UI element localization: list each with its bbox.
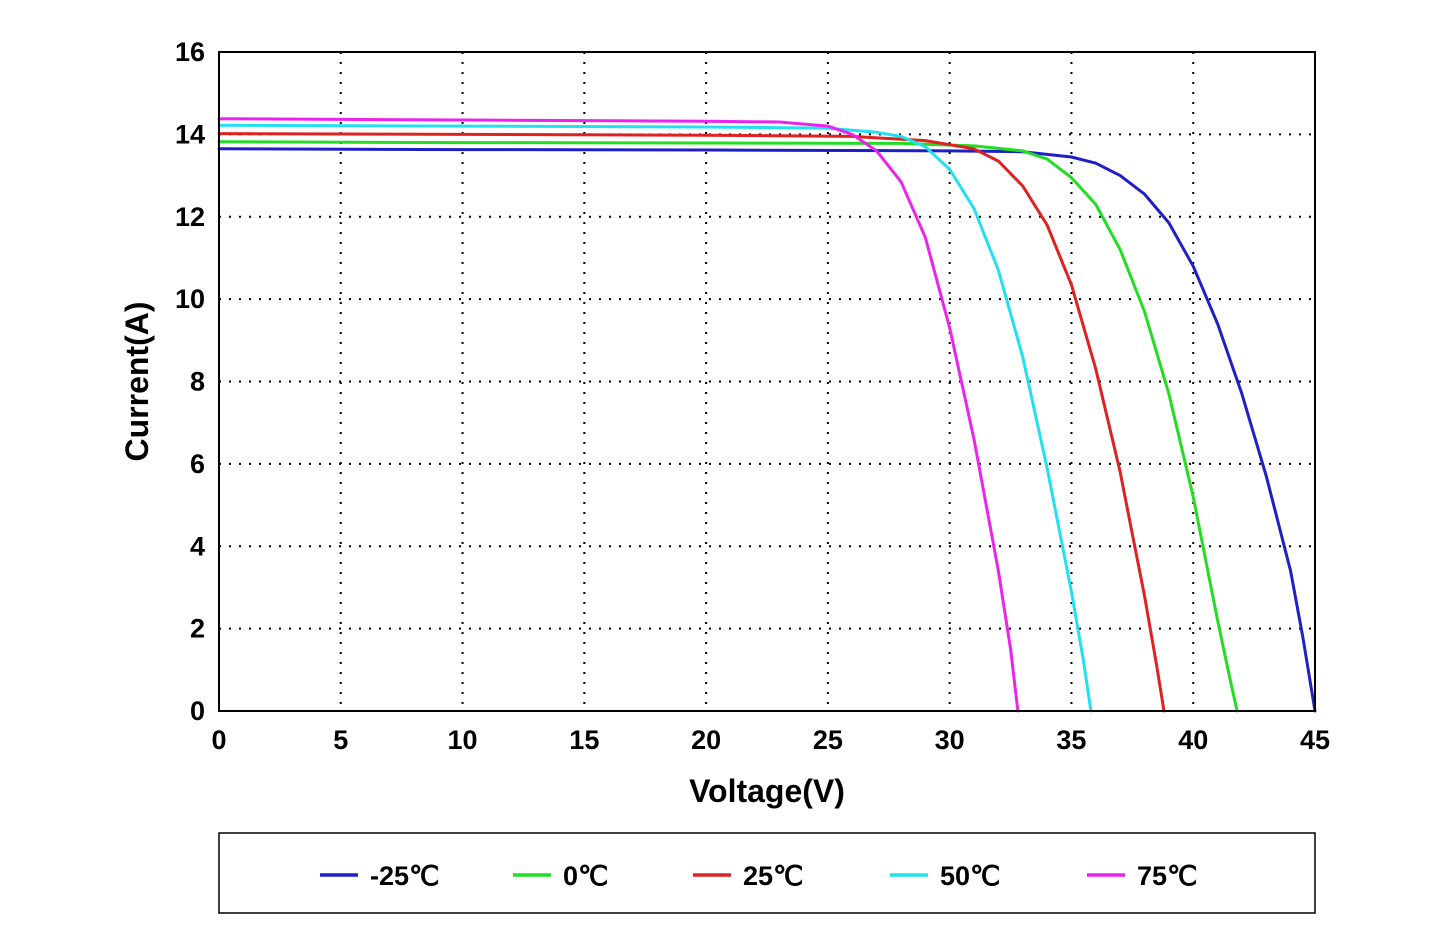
legend-label: 50℃ bbox=[940, 861, 1000, 891]
y-tick-labels: 0 2 4 6 8 10 12 14 16 bbox=[175, 37, 205, 726]
x-tick-label: 35 bbox=[1056, 725, 1086, 755]
x-tick-label: 5 bbox=[333, 725, 348, 755]
series-line bbox=[217, 117, 1020, 713]
y-tick-label: 6 bbox=[190, 449, 205, 479]
series-line bbox=[217, 132, 1166, 713]
plot-frame bbox=[218, 51, 1316, 712]
legend-label: 25℃ bbox=[743, 861, 803, 891]
y-tick-label: 10 bbox=[175, 284, 205, 314]
series-lines bbox=[217, 117, 1317, 713]
y-tick-label: 12 bbox=[175, 202, 205, 232]
x-tick-label: 45 bbox=[1300, 725, 1330, 755]
x-tick-label: 40 bbox=[1178, 725, 1208, 755]
x-tick-label: 20 bbox=[691, 725, 721, 755]
x-tick-label: 0 bbox=[211, 725, 226, 755]
legend bbox=[218, 832, 1316, 914]
legend-label: 0℃ bbox=[563, 861, 608, 891]
series-line bbox=[217, 140, 1239, 713]
series-line bbox=[217, 147, 1317, 713]
y-axis-title: Current(A) bbox=[119, 302, 155, 462]
x-tick-label: 25 bbox=[813, 725, 843, 755]
x-tick-label: 10 bbox=[448, 725, 478, 755]
y-tick-label: 8 bbox=[190, 367, 205, 397]
y-tick-label: 14 bbox=[175, 119, 205, 149]
x-tick-label: 30 bbox=[935, 725, 965, 755]
y-tick-label: 4 bbox=[190, 531, 205, 561]
y-tick-label: 16 bbox=[175, 37, 205, 67]
x-tick-label: 15 bbox=[569, 725, 599, 755]
series-line bbox=[217, 123, 1093, 713]
legend-label: -25℃ bbox=[370, 861, 439, 891]
legend-items: -25℃ 0℃ 25℃ 50℃ 75℃ bbox=[320, 861, 1197, 891]
x-axis-title: Voltage(V) bbox=[689, 773, 845, 809]
y-tick-label: 0 bbox=[190, 696, 205, 726]
x-tick-labels: 0 5 10 15 20 25 30 35 40 45 bbox=[211, 725, 1330, 755]
legend-label: 75℃ bbox=[1137, 861, 1197, 891]
y-tick-label: 2 bbox=[190, 614, 205, 644]
